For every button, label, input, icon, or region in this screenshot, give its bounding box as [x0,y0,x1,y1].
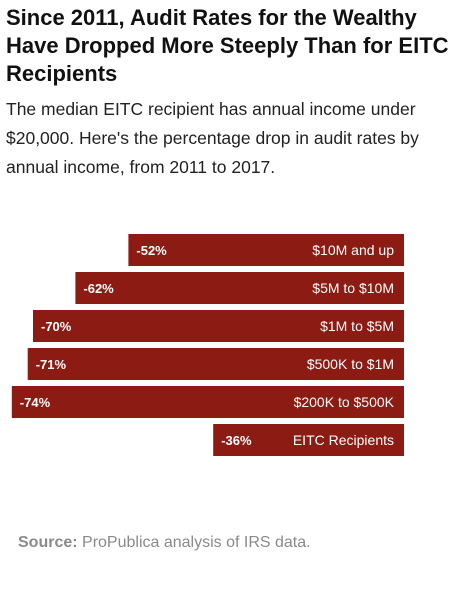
bar-value-label: -62% [83,281,114,296]
bar-500k-to-1m [27,348,404,380]
bar-chart: -52% $10M and up -62% $5M to $10M -70% $1M to… [11,234,405,456]
bar-group-5m-to-10m: -62% $5M to $10M [75,272,405,304]
bar-category-label: $500K to $1M [307,356,394,372]
bar-group-1m-to-5m: -70% $1M to $5M [33,310,404,342]
bar-category-label: $5M to $10M [312,280,394,296]
bar-category-label: EITC Recipients [293,432,394,448]
bar-1m-to-5m [33,310,404,342]
chart-subtitle: The median EITC recipient has annual inc… [6,99,419,177]
bar-value-label: -71% [36,357,67,372]
bar-5m-to-10m [75,272,405,304]
bar-category-label: $1M to $5M [320,318,394,334]
bar-value-label: -74% [20,395,51,410]
bar-category-label: $200K to $500K [294,394,395,410]
bar-group-eitc-recipients: -36% EITC Recipients [213,424,404,456]
source-label: Source: [18,534,78,551]
bar-group-500k-to-1m: -71% $500K to $1M [27,348,404,380]
bar-10m-and-up [128,234,404,266]
source-text: ProPublica analysis of IRS data. [77,534,311,551]
bar-group-10m-and-up: -52% $10M and up [128,234,404,266]
chart-title: Since 2011, Audit Rates for the Wealthy … [6,5,449,86]
source-note: Source: ProPublica analysis of IRS data. [18,534,311,552]
bar-group-200k-to-500k: -74% $200K to $500K [11,386,405,418]
bar-category-label: $10M and up [312,242,394,258]
bar-value-label: -36% [221,433,252,448]
bar-value-label: -52% [136,243,167,258]
bar-value-label: -70% [41,319,72,334]
bar-200k-to-500k [11,386,405,418]
bar-eitc-recipients [213,424,404,456]
